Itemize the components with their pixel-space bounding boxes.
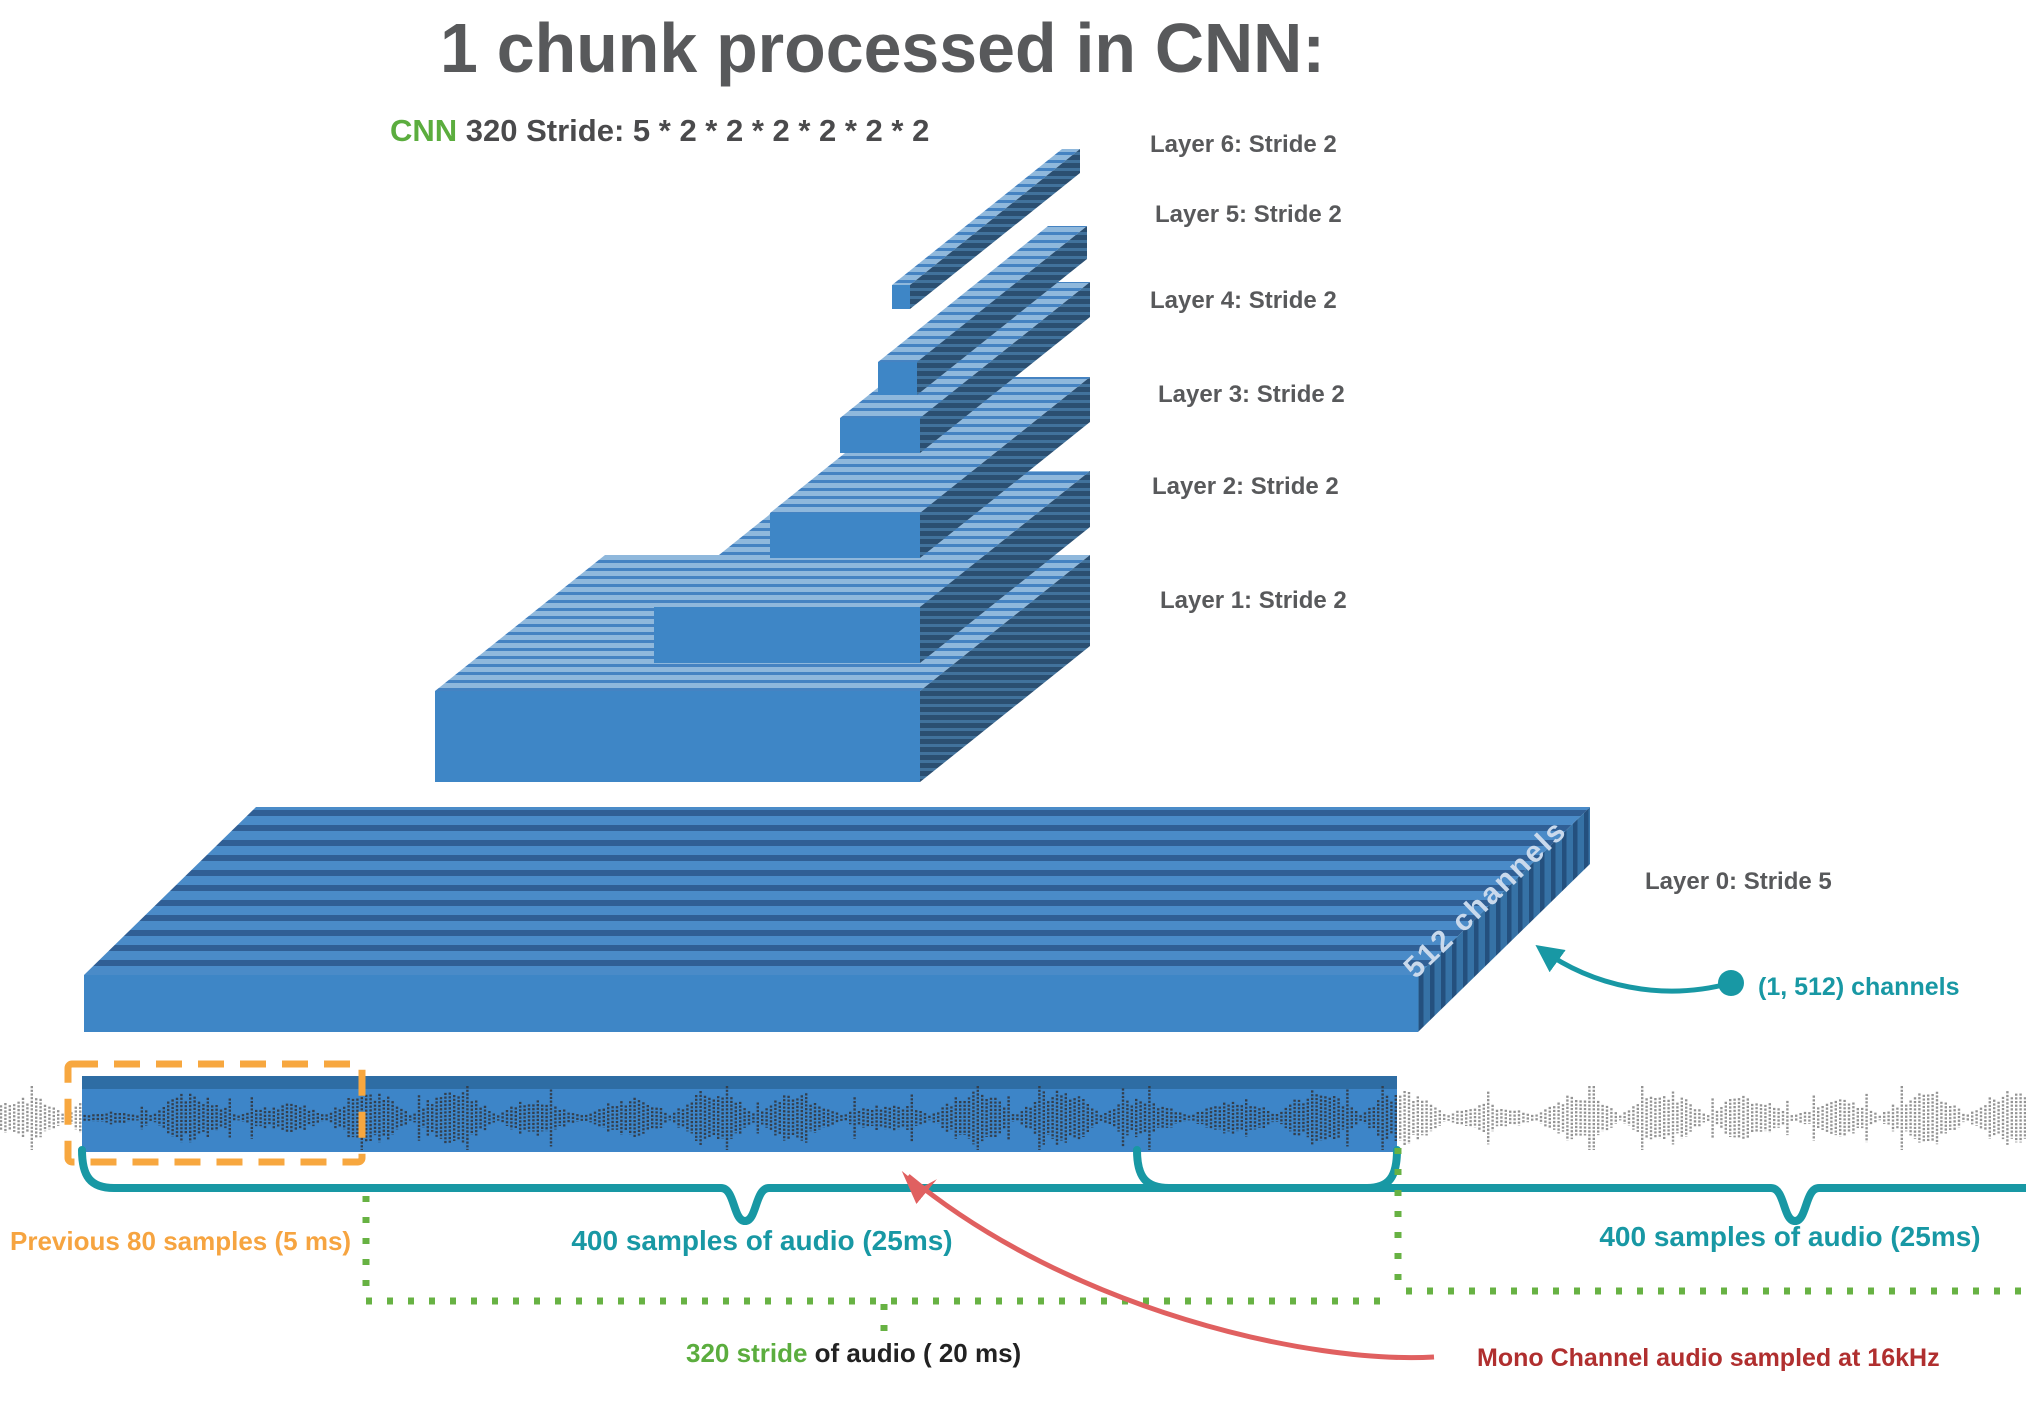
label-layer-5: Layer 5: Stride 2 [1155, 201, 1342, 228]
layer-5-box-front-face [878, 362, 917, 395]
cnn-layer-cascade [435, 149, 1090, 782]
chunk-window-top-band [82, 1076, 1397, 1089]
layer-4-box-side-face [920, 282, 1090, 453]
chunk-b-samples-label: 400 samples of audio (25ms) [1599, 1221, 1980, 1252]
layer-1-box-front-face [435, 691, 920, 782]
label-layer-4: Layer 4: Stride 2 [1150, 287, 1337, 314]
chunk-a-samples-label: 400 samples of audio (25ms) [571, 1225, 952, 1256]
stride-label-rest: of audio ( 20 ms) [807, 1338, 1021, 1368]
previous-samples-label: Previous 80 samples (5 ms) [10, 1226, 351, 1256]
label-layer-2: Layer 2: Stride 2 [1152, 473, 1339, 500]
audio-waveform [0, 1076, 2026, 1152]
previous-samples-window [64, 1060, 366, 1166]
layer-3-box-front-face [770, 513, 920, 558]
channels-callout-label: (1, 512) channels [1758, 973, 1959, 1001]
stride-formula: CNN 320 Stride: 5 * 2 * 2 * 2 * 2 * 2 * … [390, 113, 929, 148]
layer-0-box-side-face [1418, 807, 1590, 1032]
label-layer-0: Layer 0: Stride 5 [1645, 868, 1832, 895]
mono-channel-arrow [901, 1170, 1435, 1361]
layer-5-box-side-face [917, 226, 1087, 395]
page-title: 1 chunk processed in CNN: [440, 9, 1325, 87]
stride-formula-rest: 320 Stride: 5 * 2 * 2 * 2 * 2 * 2 * 2 [457, 113, 929, 148]
waveform-bars [0, 1086, 2026, 1150]
label-layer-1: Layer 1: Stride 2 [1160, 587, 1347, 614]
layer-2-box-side-face [920, 471, 1090, 663]
stride-label-green: 320 stride [686, 1338, 807, 1368]
layer-6-box-front-face [892, 285, 910, 309]
chunk-b-brace [1133, 1146, 2026, 1226]
stride-dotted-guides [362, 1148, 2026, 1342]
layer-1-box-side-face [920, 555, 1090, 782]
layer-5-box-top-face [878, 226, 1087, 362]
layer-0-slab [84, 807, 1590, 1032]
mono-channel-label: Mono Channel audio sampled at 16kHz [1477, 1344, 1940, 1372]
layer-6-box-top-face [892, 149, 1080, 285]
channels-callout-arrow [1535, 944, 1732, 994]
layer-3-box-side-face [920, 377, 1090, 558]
layer-6-box-side-face [910, 149, 1080, 309]
label-layer-3: Layer 3: Stride 2 [1158, 381, 1345, 408]
layer-4-box-front-face [840, 418, 920, 453]
layer-5-box [878, 226, 1087, 395]
stride-formula-cnn: CNN [390, 113, 457, 148]
label-layer-6: Layer 6: Stride 2 [1150, 131, 1337, 158]
layer-2-box-front-face [654, 607, 920, 663]
layer-0-box-front-face [84, 975, 1418, 1032]
layer-0-box-top-face [84, 807, 1590, 975]
layer-6-box [892, 149, 1080, 309]
layer-0-box [84, 807, 1590, 1032]
channels-callout-dot [1718, 970, 1744, 996]
stride-label: 320 stride of audio ( 20 ms) [686, 1338, 1021, 1368]
